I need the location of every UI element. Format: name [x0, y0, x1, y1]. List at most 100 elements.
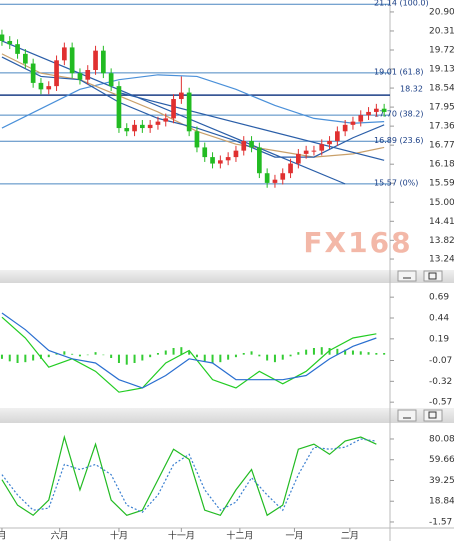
histogram-bar	[203, 354, 206, 362]
indicator-line	[1, 74, 385, 129]
candle-body	[147, 124, 153, 129]
candle-body	[241, 140, 247, 151]
candle-body	[155, 121, 161, 125]
y-tick-label: 15.59	[429, 179, 454, 189]
candle-body	[366, 111, 371, 116]
y-tick-label: 16.77	[429, 141, 454, 151]
histogram-bar	[250, 351, 253, 355]
histogram-bar	[16, 354, 19, 363]
fib-label: 19.01 (61.8)	[374, 67, 424, 76]
histogram-bar	[305, 349, 308, 355]
maximize-button[interactable]	[423, 409, 443, 422]
histogram-bar	[227, 354, 230, 360]
x-tick-label: 十月	[110, 530, 128, 541]
histogram-bar	[195, 354, 198, 358]
indicator-line	[1, 434, 377, 517]
watermark: FX168	[303, 226, 412, 259]
y-tick-label: 0.19	[429, 334, 449, 344]
candle-body	[194, 131, 200, 148]
histogram-bar	[47, 354, 50, 358]
y-tick-label: 17.36	[429, 122, 454, 132]
candle-body	[202, 147, 208, 158]
minimize-button[interactable]	[397, 270, 417, 282]
candle-body	[225, 157, 231, 161]
histogram-bar	[266, 354, 269, 361]
candle-body	[179, 92, 184, 100]
y-tick-label: 80.08	[429, 434, 454, 444]
indicator-line	[1, 316, 377, 393]
indicator-line	[118, 91, 385, 161]
candle-body	[210, 157, 215, 164]
candle-body	[280, 173, 286, 180]
minimize-button[interactable]	[397, 409, 417, 422]
candle-body	[108, 73, 114, 87]
candle-body	[171, 99, 176, 119]
candle-body	[163, 118, 169, 122]
y-tick-label: -0.07	[429, 356, 452, 366]
y-tick-label: 13.82	[429, 236, 454, 246]
histogram-bar	[172, 348, 175, 355]
indicator-line	[1, 438, 377, 513]
candle-body	[132, 124, 137, 132]
x-tick-label: 六月	[51, 530, 69, 541]
x-tick-label: 一月	[285, 531, 303, 541]
histogram-bar	[281, 354, 284, 360]
histogram-bar	[102, 354, 105, 356]
candle-body	[116, 86, 122, 129]
candle-body	[101, 50, 106, 74]
candle-body	[54, 60, 59, 87]
fib-label: 15.57 (0%)	[374, 178, 418, 187]
candle-body	[0, 34, 5, 41]
histogram-bar	[149, 354, 152, 358]
last-price-label: 18.32	[400, 85, 423, 94]
y-tick-label: 0.69	[429, 293, 449, 303]
y-tick-label: 19.72	[429, 46, 454, 56]
histogram-bar	[367, 352, 370, 355]
x-tick-label: 十二月	[226, 530, 253, 541]
candle-body	[350, 121, 356, 125]
histogram-bar	[117, 354, 120, 363]
candle-body	[15, 44, 20, 54]
icon	[428, 411, 437, 419]
histogram-bar	[164, 350, 167, 355]
maximize-button[interactable]	[423, 270, 443, 282]
candle-body	[7, 40, 13, 45]
candle-body	[272, 179, 278, 183]
histogram-bar	[383, 353, 386, 355]
histogram-bar	[336, 348, 339, 355]
candle-body	[186, 92, 192, 132]
histogram-bar	[0, 354, 3, 359]
indicator-line	[1, 312, 377, 389]
candle-body	[296, 153, 301, 164]
histogram-bar	[133, 354, 136, 363]
histogram-bar	[351, 350, 354, 355]
histogram-bar	[156, 353, 159, 355]
histogram-bar	[375, 353, 378, 355]
candle-body	[30, 63, 36, 83]
y-tick-label: 17.95	[429, 103, 454, 113]
candle-body	[358, 115, 364, 122]
x-tick-label: 月	[0, 531, 6, 541]
histogram-bar	[94, 352, 97, 355]
y-tick-label: 59.66	[429, 455, 454, 465]
candle-body	[327, 140, 332, 145]
histogram-bar	[8, 354, 11, 362]
y-tick-label: -1.57	[429, 517, 452, 527]
histogram-bar	[63, 351, 66, 355]
panel-buttons	[397, 270, 443, 422]
candle-body	[62, 47, 67, 61]
candle-body	[69, 47, 75, 74]
candle-body	[288, 163, 293, 174]
histogram-bar	[141, 354, 144, 361]
candle-body	[374, 108, 379, 112]
histogram-bar	[219, 354, 222, 363]
y-tick-label: 0.44	[429, 314, 449, 324]
y-tick-label: 13.24	[429, 255, 454, 265]
candle-body	[124, 128, 130, 132]
y-tick-label: 18.84	[429, 497, 454, 507]
histogram-bar	[24, 354, 27, 363]
candle-body	[249, 140, 254, 148]
candle-body	[257, 147, 262, 174]
histogram-bar	[242, 353, 245, 355]
